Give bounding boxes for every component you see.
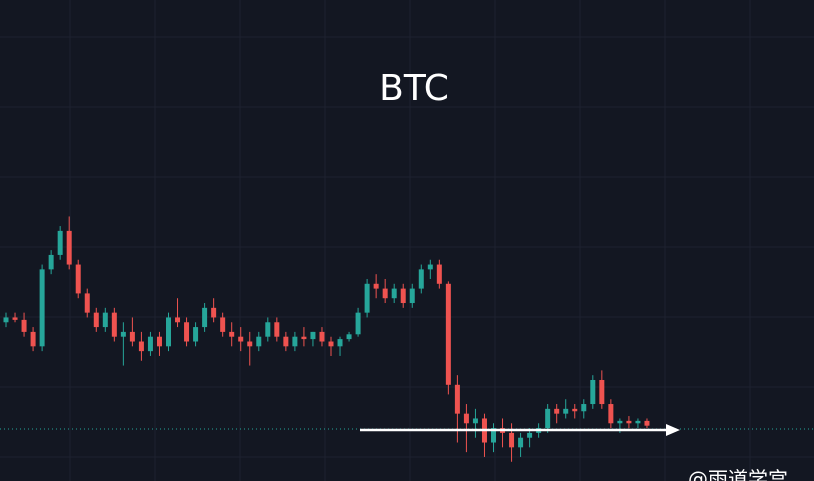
- candle-body: [220, 317, 226, 332]
- candle-body: [463, 413, 469, 424]
- candle-body: [48, 254, 54, 270]
- candle-body: [283, 336, 289, 347]
- candle-body: [400, 288, 406, 304]
- candle-body: [445, 283, 451, 385]
- candle-body: [409, 288, 415, 304]
- candle-body: [382, 288, 388, 299]
- candle-body: [111, 312, 117, 337]
- candle-body: [346, 334, 352, 340]
- candle-body: [328, 341, 334, 347]
- candle-body: [39, 269, 45, 347]
- candle-body: [93, 312, 99, 328]
- candle-body: [193, 327, 199, 342]
- candle-body: [3, 317, 9, 323]
- candle-body: [229, 331, 235, 337]
- candle-body: [156, 336, 162, 347]
- candle-body: [608, 404, 614, 424]
- candle-body: [599, 379, 605, 405]
- candle-body: [454, 384, 460, 414]
- candle-body: [211, 307, 217, 318]
- candle-body: [581, 404, 587, 412]
- candle-body: [590, 379, 596, 405]
- candle-body: [12, 317, 18, 320]
- candle-body: [66, 230, 72, 265]
- candle-body: [518, 437, 524, 448]
- candle-body: [644, 420, 650, 426]
- candle-body: [102, 312, 108, 328]
- candle-body: [301, 336, 307, 340]
- candle-body: [509, 432, 515, 448]
- candle-body: [265, 322, 271, 337]
- candle-body: [57, 230, 63, 255]
- candle-body: [247, 341, 253, 347]
- candle-body: [75, 264, 81, 294]
- candle-body: [635, 420, 641, 424]
- candle-body: [527, 432, 533, 438]
- arrow-head: [666, 424, 680, 436]
- candle-body: [310, 331, 316, 340]
- candle-body: [554, 408, 560, 414]
- candle-body: [166, 317, 171, 347]
- candle-body: [84, 293, 90, 313]
- candles: [3, 216, 650, 462]
- candle-body: [572, 408, 578, 412]
- candle-body: [175, 317, 181, 323]
- candle-body: [274, 322, 280, 337]
- candle-body: [184, 322, 190, 342]
- candle-body: [545, 408, 551, 429]
- candle-body: [147, 336, 153, 352]
- candle-body: [391, 288, 397, 299]
- candle-body: [129, 331, 135, 342]
- candle-body: [436, 264, 442, 284]
- candle-body: [319, 331, 325, 342]
- candle-body: [418, 269, 424, 289]
- candle-body: [472, 418, 478, 424]
- candle-body: [626, 420, 632, 424]
- chart-title: BTC: [379, 68, 449, 109]
- candle-body: [292, 336, 298, 347]
- candle-body: [30, 331, 36, 347]
- candle-body: [427, 264, 433, 270]
- candle-body: [355, 312, 361, 335]
- candle-body: [202, 307, 208, 328]
- candle-body: [256, 336, 262, 347]
- candle-body: [138, 341, 144, 352]
- candle-body: [364, 283, 370, 313]
- candle-body: [563, 408, 569, 414]
- candle-body: [120, 331, 126, 337]
- candle-body: [238, 336, 244, 342]
- candle-body: [373, 283, 379, 289]
- candle-body: [617, 420, 623, 424]
- watermark: @雨道学宫: [688, 467, 788, 481]
- candle-body: [337, 339, 343, 347]
- candle-body: [21, 319, 27, 332]
- candle-body: [491, 428, 496, 443]
